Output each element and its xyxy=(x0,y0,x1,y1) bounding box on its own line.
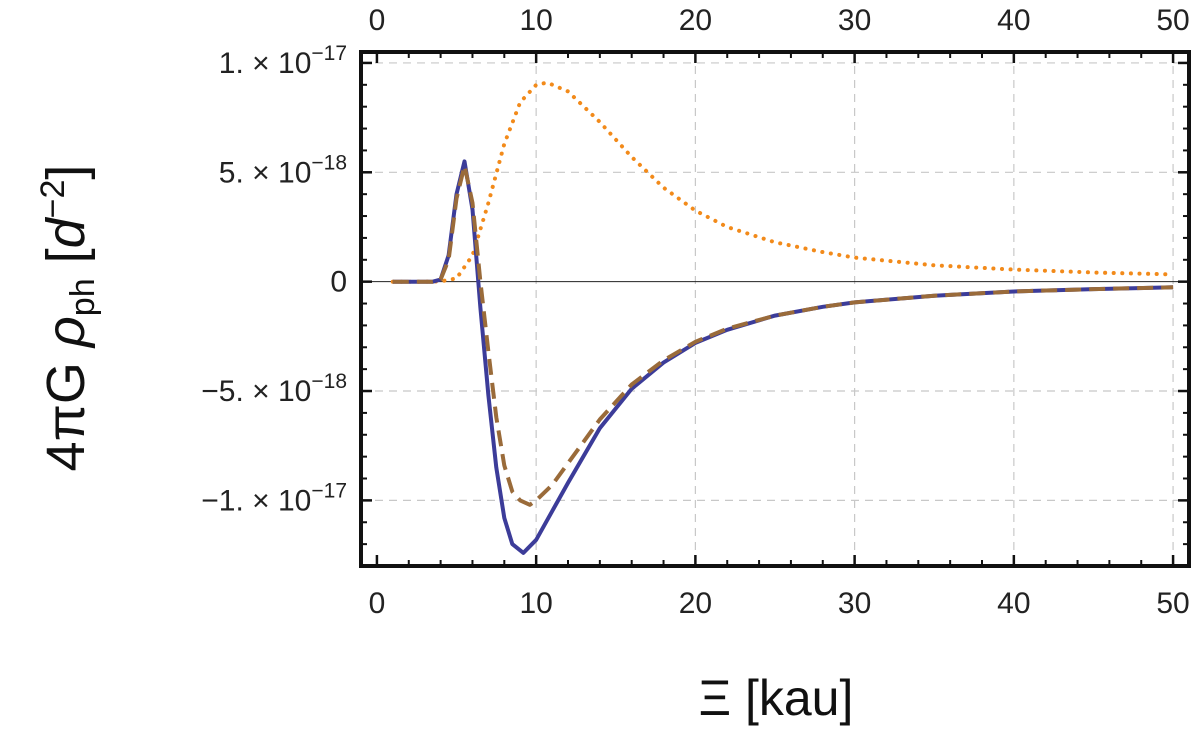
series-line-dashed xyxy=(392,163,1174,507)
series-group xyxy=(390,80,1176,555)
plot-frame xyxy=(359,50,1191,568)
x-tick-label-top: 20 xyxy=(679,4,712,37)
y-axis-title-unit-open: [ xyxy=(36,248,96,278)
y-tick-label: 1. × 10−17 xyxy=(219,42,347,80)
x-tick-label: 40 xyxy=(997,587,1030,620)
y-tick-labels: 1. × 10−17 5. × 10−18 0 −5. × 10−18 −1. × 10… xyxy=(201,42,347,517)
y-axis-title-unit-close: ] xyxy=(36,165,96,180)
x-tick-label: 20 xyxy=(679,587,712,620)
x-tick-label-top: 10 xyxy=(519,4,552,37)
x-tick-label: 30 xyxy=(838,587,871,620)
y-axis-title-unit-var: d xyxy=(36,216,96,248)
x-tick-labels-bottom: 0 10 20 30 40 50 xyxy=(369,587,1190,620)
tick-marks xyxy=(361,52,1189,567)
x-tick-label: 50 xyxy=(1156,587,1189,620)
y-tick-label: −1. × 10−17 xyxy=(201,479,347,517)
x-axis-title: Ξ [kau] xyxy=(699,670,854,726)
y-tick-label: 0 xyxy=(330,266,347,299)
y-axis-title-prefix: 4πG xyxy=(36,347,96,471)
x-tick-labels-top: 0 10 20 30 40 50 xyxy=(369,4,1190,37)
x-tick-label: 10 xyxy=(519,587,552,620)
x-tick-label-top: 50 xyxy=(1156,4,1189,37)
x-tick-label-top: 30 xyxy=(838,4,871,37)
x-tick-label-top: 0 xyxy=(369,4,386,37)
series-line-dotted xyxy=(390,80,1176,284)
x-tick-label: 0 xyxy=(369,587,386,620)
grid-lines xyxy=(361,52,1189,566)
y-axis-title-subscript: ph xyxy=(64,278,102,316)
y-axis-title-symbol: ρ xyxy=(36,316,96,349)
y-axis-title: 4πG ρph [d−2] xyxy=(34,165,102,472)
y-axis-title-unit-exp: −2 xyxy=(34,180,72,219)
series-line-solid xyxy=(392,159,1174,555)
x-tick-label-top: 40 xyxy=(997,4,1030,37)
y-tick-label: 5. × 10−18 xyxy=(219,151,347,189)
y-tick-label: −5. × 10−18 xyxy=(201,370,347,408)
